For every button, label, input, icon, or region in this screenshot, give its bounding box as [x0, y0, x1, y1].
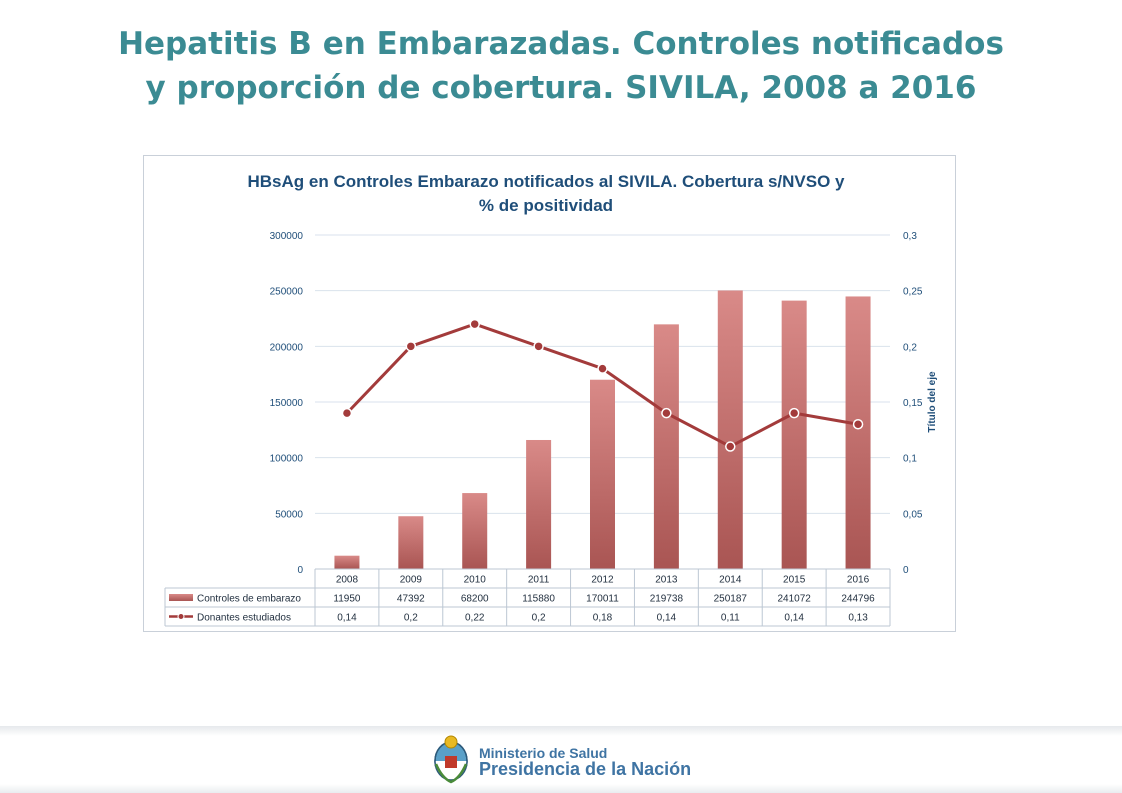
chart-title-line1: HBsAg en Controles Embarazo notificados … — [247, 172, 845, 191]
table-value-controles: 244796 — [841, 594, 875, 605]
point-donantes-2012 — [597, 363, 608, 374]
legend-bar-swatch — [169, 594, 193, 601]
left-axis: 0 50000 100000 150000 200000 250000 300000 — [270, 231, 304, 576]
ministry-name: Ministerio de Salud — [479, 745, 608, 761]
table-value-controles: 170011 — [586, 594, 619, 605]
bar-controles-2009 — [398, 516, 424, 569]
line-series — [341, 318, 864, 452]
table-value-controles: 250187 — [714, 594, 748, 605]
left-axis-tick-label: 200000 — [270, 342, 304, 353]
table-value-controles: 68200 — [461, 594, 489, 605]
ministry-subtitle: Presidencia de la Nación — [479, 759, 692, 779]
left-axis-tick-label: 250000 — [270, 287, 304, 298]
bar-controles-2011 — [526, 439, 552, 569]
table-value-controles: 241072 — [777, 594, 811, 605]
bar-controles-2015 — [781, 300, 807, 569]
bar-series — [334, 290, 871, 569]
legend-marker-swatch — [177, 613, 185, 620]
table-category-label: 2011 — [528, 575, 550, 586]
table-value-donantes: 0,2 — [404, 613, 418, 624]
table-category-label: 2012 — [591, 575, 614, 586]
table-category-label: 2015 — [783, 575, 806, 586]
table-value-controles: 115880 — [522, 594, 555, 605]
right-axis-tick-label: 0,2 — [903, 342, 917, 353]
table-value-controles: 47392 — [397, 594, 425, 605]
table-category-label: 2016 — [847, 575, 870, 586]
slide-title-line1: Hepatitis B en Embarazadas. Controles no… — [118, 26, 1004, 62]
coat-of-arms-icon — [434, 735, 468, 784]
point-donantes-2011 — [533, 341, 544, 352]
left-axis-tick-label: 300000 — [270, 231, 304, 242]
table-category-label: 2008 — [336, 575, 359, 586]
point-donantes-2015 — [788, 407, 800, 419]
legend-label-donantes: Donantes estudiados — [197, 613, 291, 624]
table-value-donantes: 0,13 — [848, 613, 868, 624]
right-axis: 0 0,05 0,1 0,15 0,2 0,25 0,3 — [903, 231, 923, 576]
table-category-label: 2014 — [719, 575, 742, 586]
bar-controles-2016 — [845, 296, 871, 569]
right-axis-title: Título del eje — [927, 371, 938, 433]
table-value-donantes: 0,11 — [721, 613, 740, 624]
right-axis-tick-label: 0,1 — [903, 454, 917, 465]
right-axis-tick-label: 0,05 — [903, 509, 923, 520]
table-category-label: 2013 — [655, 575, 678, 586]
right-axis-tick-label: 0,3 — [903, 231, 917, 242]
table-value-donantes: 0,22 — [465, 613, 485, 624]
left-axis-tick-label: 150000 — [270, 398, 304, 409]
point-donantes-2009 — [405, 341, 417, 352]
table-value-controles: 219738 — [650, 594, 684, 605]
right-axis-tick-label: 0,25 — [903, 287, 923, 298]
table-category-label: 2009 — [400, 575, 423, 586]
point-donantes-2013 — [661, 407, 672, 419]
footer-band — [0, 726, 1122, 793]
bar-controles-2014 — [717, 290, 743, 569]
table-value-donantes: 0,14 — [337, 613, 357, 624]
left-axis-tick-label: 100000 — [270, 454, 304, 465]
table-value-donantes: 0,14 — [657, 613, 677, 624]
combo-chart: HBsAg en Controles Embarazo notificados … — [164, 172, 938, 627]
slide-title-line2: y proporción de cobertura. SIVILA, 2008 … — [145, 70, 977, 106]
bar-controles-2010 — [462, 493, 488, 569]
left-axis-tick-label: 50000 — [275, 509, 303, 520]
bar-controles-2012 — [590, 379, 615, 569]
chart-title-line2: % de positividad — [479, 196, 613, 215]
bar-controles-2008 — [334, 555, 360, 569]
right-axis-tick-label: 0 — [903, 565, 909, 576]
point-donantes-2016 — [852, 419, 864, 430]
right-axis-tick-label: 0,15 — [903, 398, 923, 409]
table-value-controles: 11950 — [333, 594, 361, 605]
data-table: 2008 2009 2010 2011 2012 2013 2014 2015 2016 Cont… — [164, 568, 891, 627]
table-value-donantes: 0,14 — [784, 613, 804, 624]
point-donantes-2008 — [341, 407, 353, 419]
bar-controles-2013 — [653, 324, 679, 569]
left-axis-tick-label: 0 — [297, 565, 303, 576]
legend-label-controles: Controles de embarazo — [197, 594, 301, 605]
point-donantes-2010 — [469, 318, 480, 330]
point-donantes-2014 — [725, 441, 736, 452]
table-value-donantes: 0,2 — [532, 613, 546, 624]
slide-title: Hepatitis B en Embarazadas. Controles no… — [0, 22, 1122, 110]
table-category-label: 2010 — [464, 575, 487, 586]
table-value-donantes: 0,18 — [593, 613, 613, 624]
